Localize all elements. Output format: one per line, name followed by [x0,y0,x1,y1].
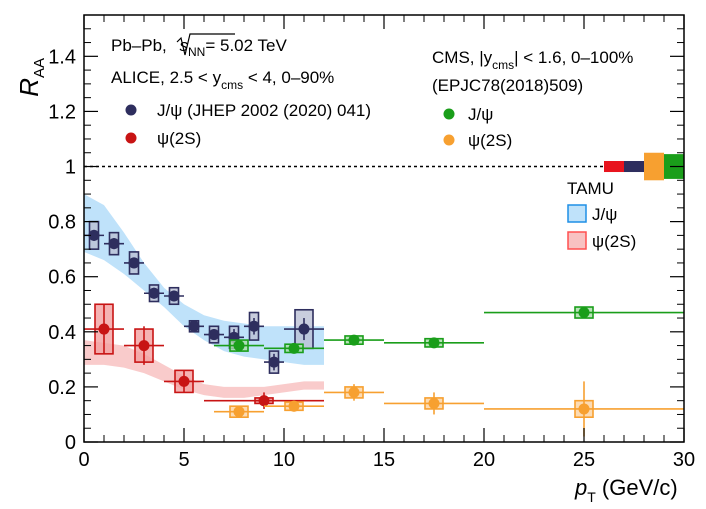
point-cms-jpsi-2-marker [348,334,360,346]
legend-label-alice-jpsi: J/ψ (JHEP 2002 (2020) 041) [157,101,371,120]
y-tick-label-0.8: 0.8 [48,212,76,234]
data-points [84,220,684,437]
alice-label: ALICE, 2.5 < ycms < 4, 0–90% [111,68,334,92]
x-tick-label-25: 25 [573,449,595,471]
legend-label-tamu-psi2s: ψ(2S) [592,232,636,251]
sqrt-sign-icon [176,33,235,56]
legend-marker-alice-jpsi [125,104,137,116]
point-alice-psi2s-3-marker [258,395,270,407]
point-alice-jpsi-5-marker [188,320,200,332]
y-axis-title-main: R [14,78,44,97]
x-axis-title: pT (GeV/c) [574,475,678,505]
y-tick-label-1: 1 [65,157,76,179]
legend-swatch-tamu-jpsi [567,204,587,223]
y-axis-title-sub: AA [31,58,48,78]
x-tick-label-15: 15 [373,449,395,471]
point-cms-jpsi-0-marker [233,340,245,352]
point-cms-psi2s-3-marker [428,397,440,409]
global-unc-box-1 [624,161,644,173]
point-cms-psi2s-2-marker [348,386,360,398]
x-tick-label-10: 10 [273,449,295,471]
point-alice-jpsi-2-marker [128,257,140,269]
global-unc-box-2 [644,152,664,181]
x-tick-label-20: 20 [473,449,495,471]
cms-label-range: | < 1.6, 0–100% [514,48,633,67]
y-tick-label-1.4: 1.4 [48,46,76,68]
y-tick-label-0: 0 [65,432,76,454]
axis-ticks: 0 5 10 15 20 25 30 0 0.2 0.4 0.6 0.8 1 1.2 1.4 [48,15,695,471]
cms-reference: (EPJC78(2018)509) [432,76,583,95]
x-tick-label-30: 30 [673,449,695,471]
legend-swatch-tamu-psi2s [567,231,587,250]
legend-marker-cms-psi2s [443,134,455,146]
global-unc-box-0 [604,161,624,173]
point-alice-jpsi-3-marker [148,287,160,299]
legend-label-alice-psi2s: ψ(2S) [157,129,201,148]
x-axis-title-unit: (GeV/c) [596,475,678,500]
sqrt-s-sub: NN [188,45,205,59]
y-tick-label-1.2: 1.2 [48,101,76,123]
point-alice-psi2s-0-marker [98,323,110,335]
alice-label-text: ALICE, 2.5 < y [111,68,222,87]
model-band-jpsi [84,194,324,365]
legend-label-tamu-jpsi: J/ψ [592,205,617,224]
point-alice-jpsi-1-marker [108,238,120,250]
global-uncertainty-boxes [604,152,684,181]
point-cms-psi2s-0-marker [233,406,245,418]
sqrt-s: s [180,36,189,55]
cms-label-text: CMS, |y [432,48,493,67]
y-tick-label-0.4: 0.4 [48,322,76,344]
legend-marker-cms-jpsi [443,108,455,120]
point-alice-jpsi-10-marker [298,323,310,335]
y-tick-label-0.6: 0.6 [48,267,76,289]
energy-value: = 5.02 TeV [205,36,287,55]
legend-label-cms-jpsi: J/ψ [468,105,493,124]
alice-label-sub: cms [221,78,243,92]
point-cms-jpsi-3-marker [428,337,440,349]
point-alice-jpsi-6-marker [208,329,220,341]
cms-label: CMS, |ycms| < 1.6, 0–100% [432,48,633,72]
point-cms-psi2s-1-marker [288,400,300,412]
point-alice-jpsi-4-marker [168,290,180,302]
x-tick-label-0: 0 [78,449,89,471]
model-bands [84,194,324,398]
y-axis-title: RAA [14,58,48,97]
cms-label-sub: cms [492,58,514,72]
point-cms-jpsi-1-marker [288,342,300,354]
point-cms-psi2s-4-marker [578,403,590,415]
system-prefix: Pb–Pb, [111,36,172,55]
system-energy-label: Pb–Pb, sNN= 5.02 TeV [111,36,287,59]
legend-label-cms-psi2s: ψ(2S) [468,131,512,150]
point-alice-jpsi-0-marker [88,229,100,241]
point-alice-jpsi-9-marker [268,356,280,368]
x-tick-label-5: 5 [178,449,189,471]
x-axis-title-sub: T [587,489,596,505]
x-axis-title-main: p [574,475,587,500]
point-alice-psi2s-1-marker [138,340,150,352]
point-cms-jpsi-4-marker [578,307,590,319]
alice-label-range: < 4, 0–90% [243,68,334,87]
point-alice-jpsi-8-marker [248,320,260,332]
tamu-title: TAMU [567,179,614,198]
point-alice-psi2s-2-marker [178,375,190,387]
y-tick-label-0.2: 0.2 [48,377,76,399]
legend-marker-alice-psi2s [125,132,137,144]
